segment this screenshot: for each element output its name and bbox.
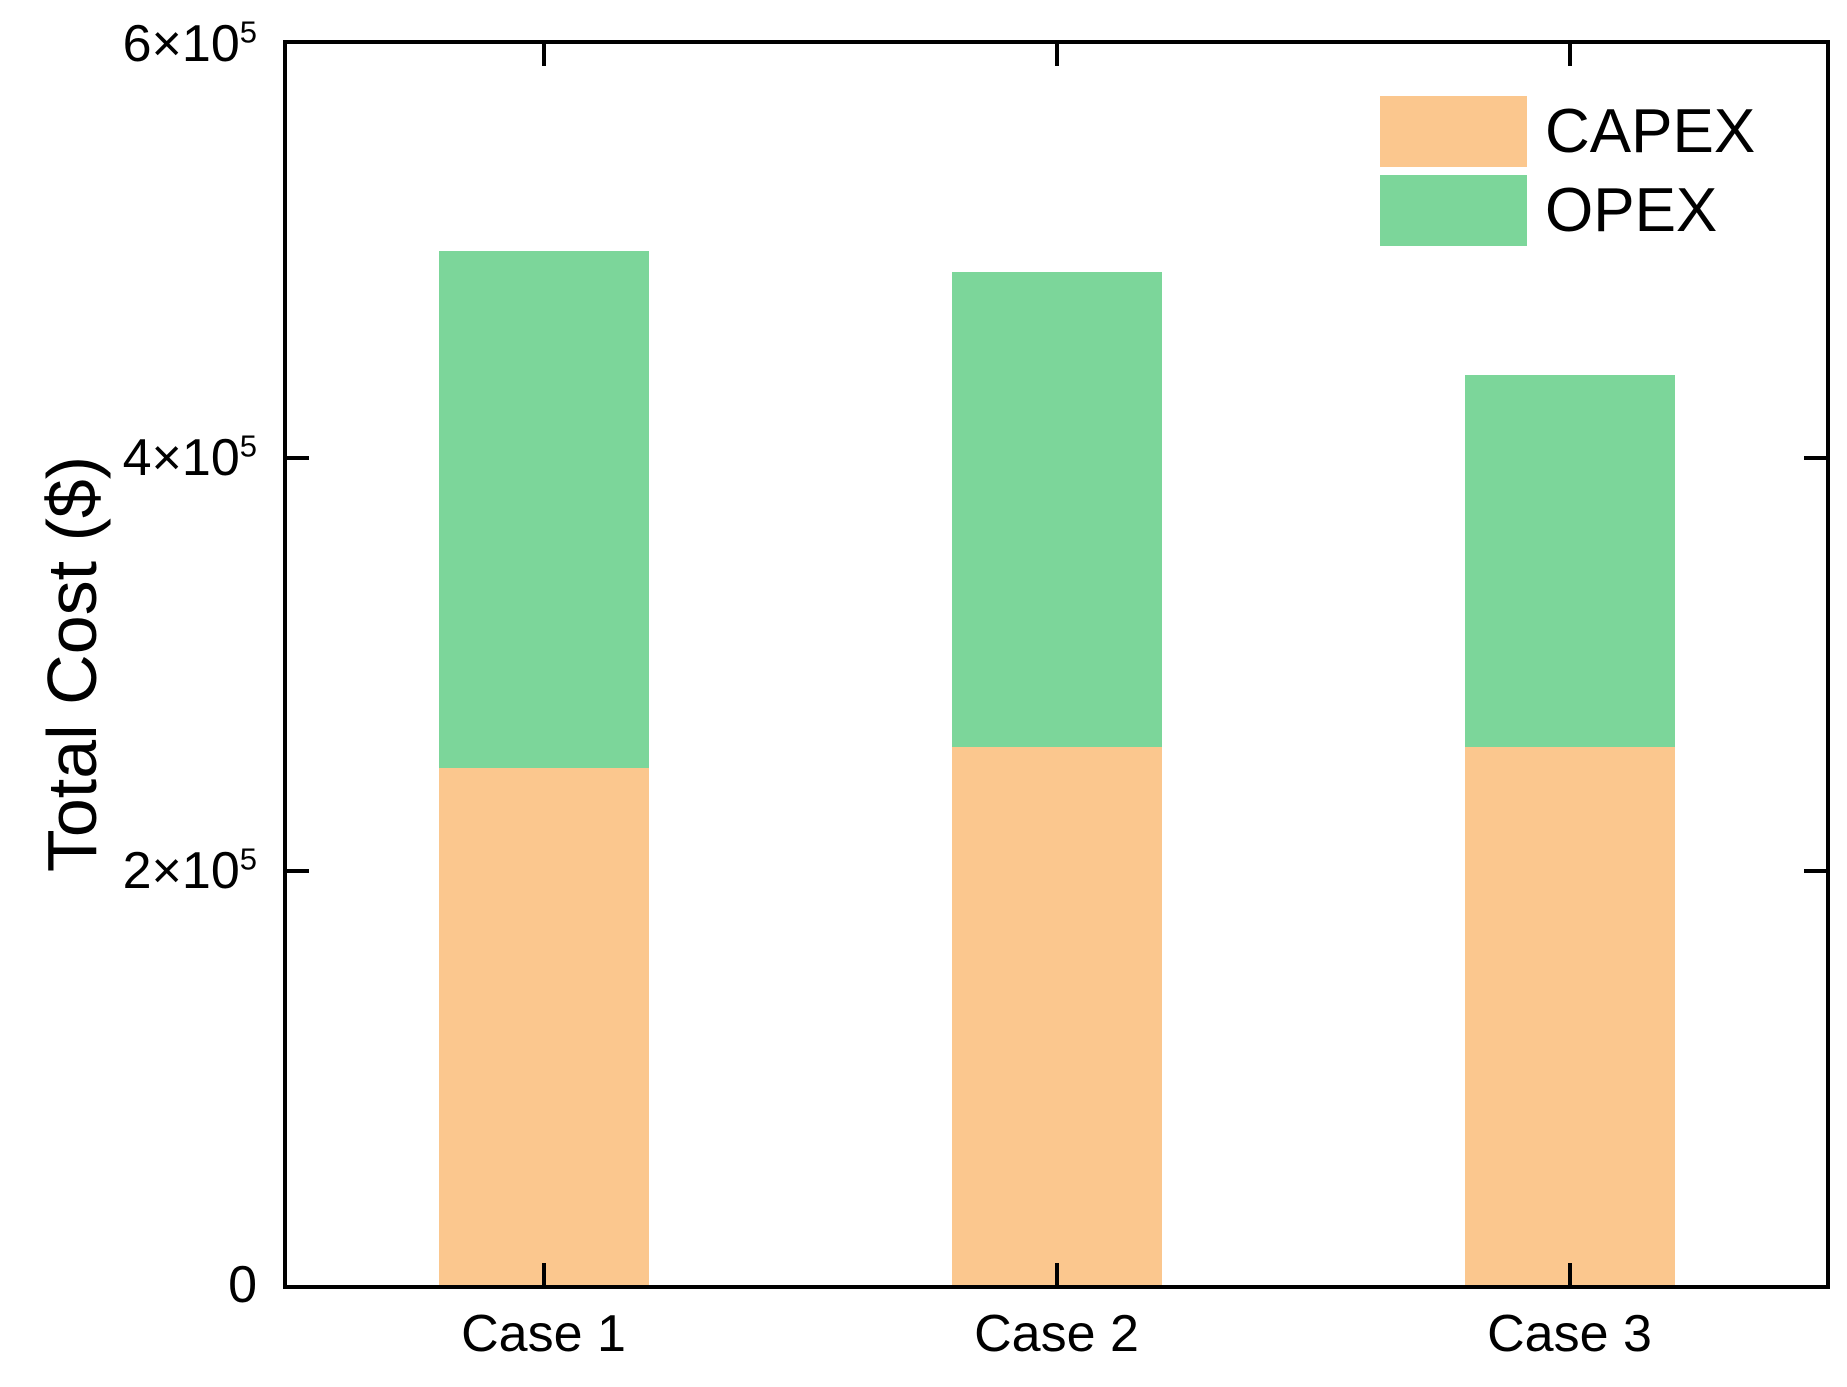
x-tick-bottom	[1054, 1263, 1059, 1285]
bar-segment-capex-case-1	[438, 767, 649, 1285]
x-tick-bottom	[1567, 1263, 1572, 1285]
y-tick-right	[1804, 869, 1826, 874]
bar-segment-opex-case-2	[951, 271, 1162, 748]
legend-swatch-capex	[1380, 96, 1527, 167]
legend-item-opex: OPEX	[1380, 175, 1755, 246]
y-tick-right	[1804, 455, 1826, 460]
x-tick-label-case-2: Case 2	[974, 1305, 1139, 1363]
x-tick-top	[1054, 44, 1059, 66]
legend-item-capex: CAPEX	[1380, 96, 1755, 167]
legend-label-capex: CAPEX	[1545, 97, 1756, 166]
legend-swatch-opex	[1380, 175, 1527, 246]
x-tick-top	[541, 44, 546, 66]
bar-segment-capex-case-3	[1464, 747, 1675, 1285]
legend: CAPEX OPEX	[1380, 96, 1755, 246]
legend-label-opex: OPEX	[1545, 176, 1718, 245]
y-tick-label: 2×105	[122, 842, 257, 901]
y-axis-title: Total Cost ($)	[33, 455, 111, 873]
x-tick-top	[1567, 44, 1572, 66]
y-tick-left	[287, 455, 309, 460]
bar-segment-capex-case-2	[951, 747, 1162, 1285]
x-tick-bottom	[541, 1263, 546, 1285]
y-tick-label: 0	[228, 1256, 257, 1314]
plot-area	[283, 40, 1830, 1289]
y-tick-label: 6×105	[122, 14, 257, 73]
bar-segment-opex-case-1	[438, 250, 649, 768]
x-tick-label-case-3: Case 3	[1487, 1305, 1652, 1363]
y-tick-left	[287, 869, 309, 874]
x-tick-label-case-1: Case 1	[461, 1305, 626, 1363]
bar-segment-opex-case-3	[1464, 374, 1675, 748]
y-tick-label: 4×105	[122, 428, 257, 487]
